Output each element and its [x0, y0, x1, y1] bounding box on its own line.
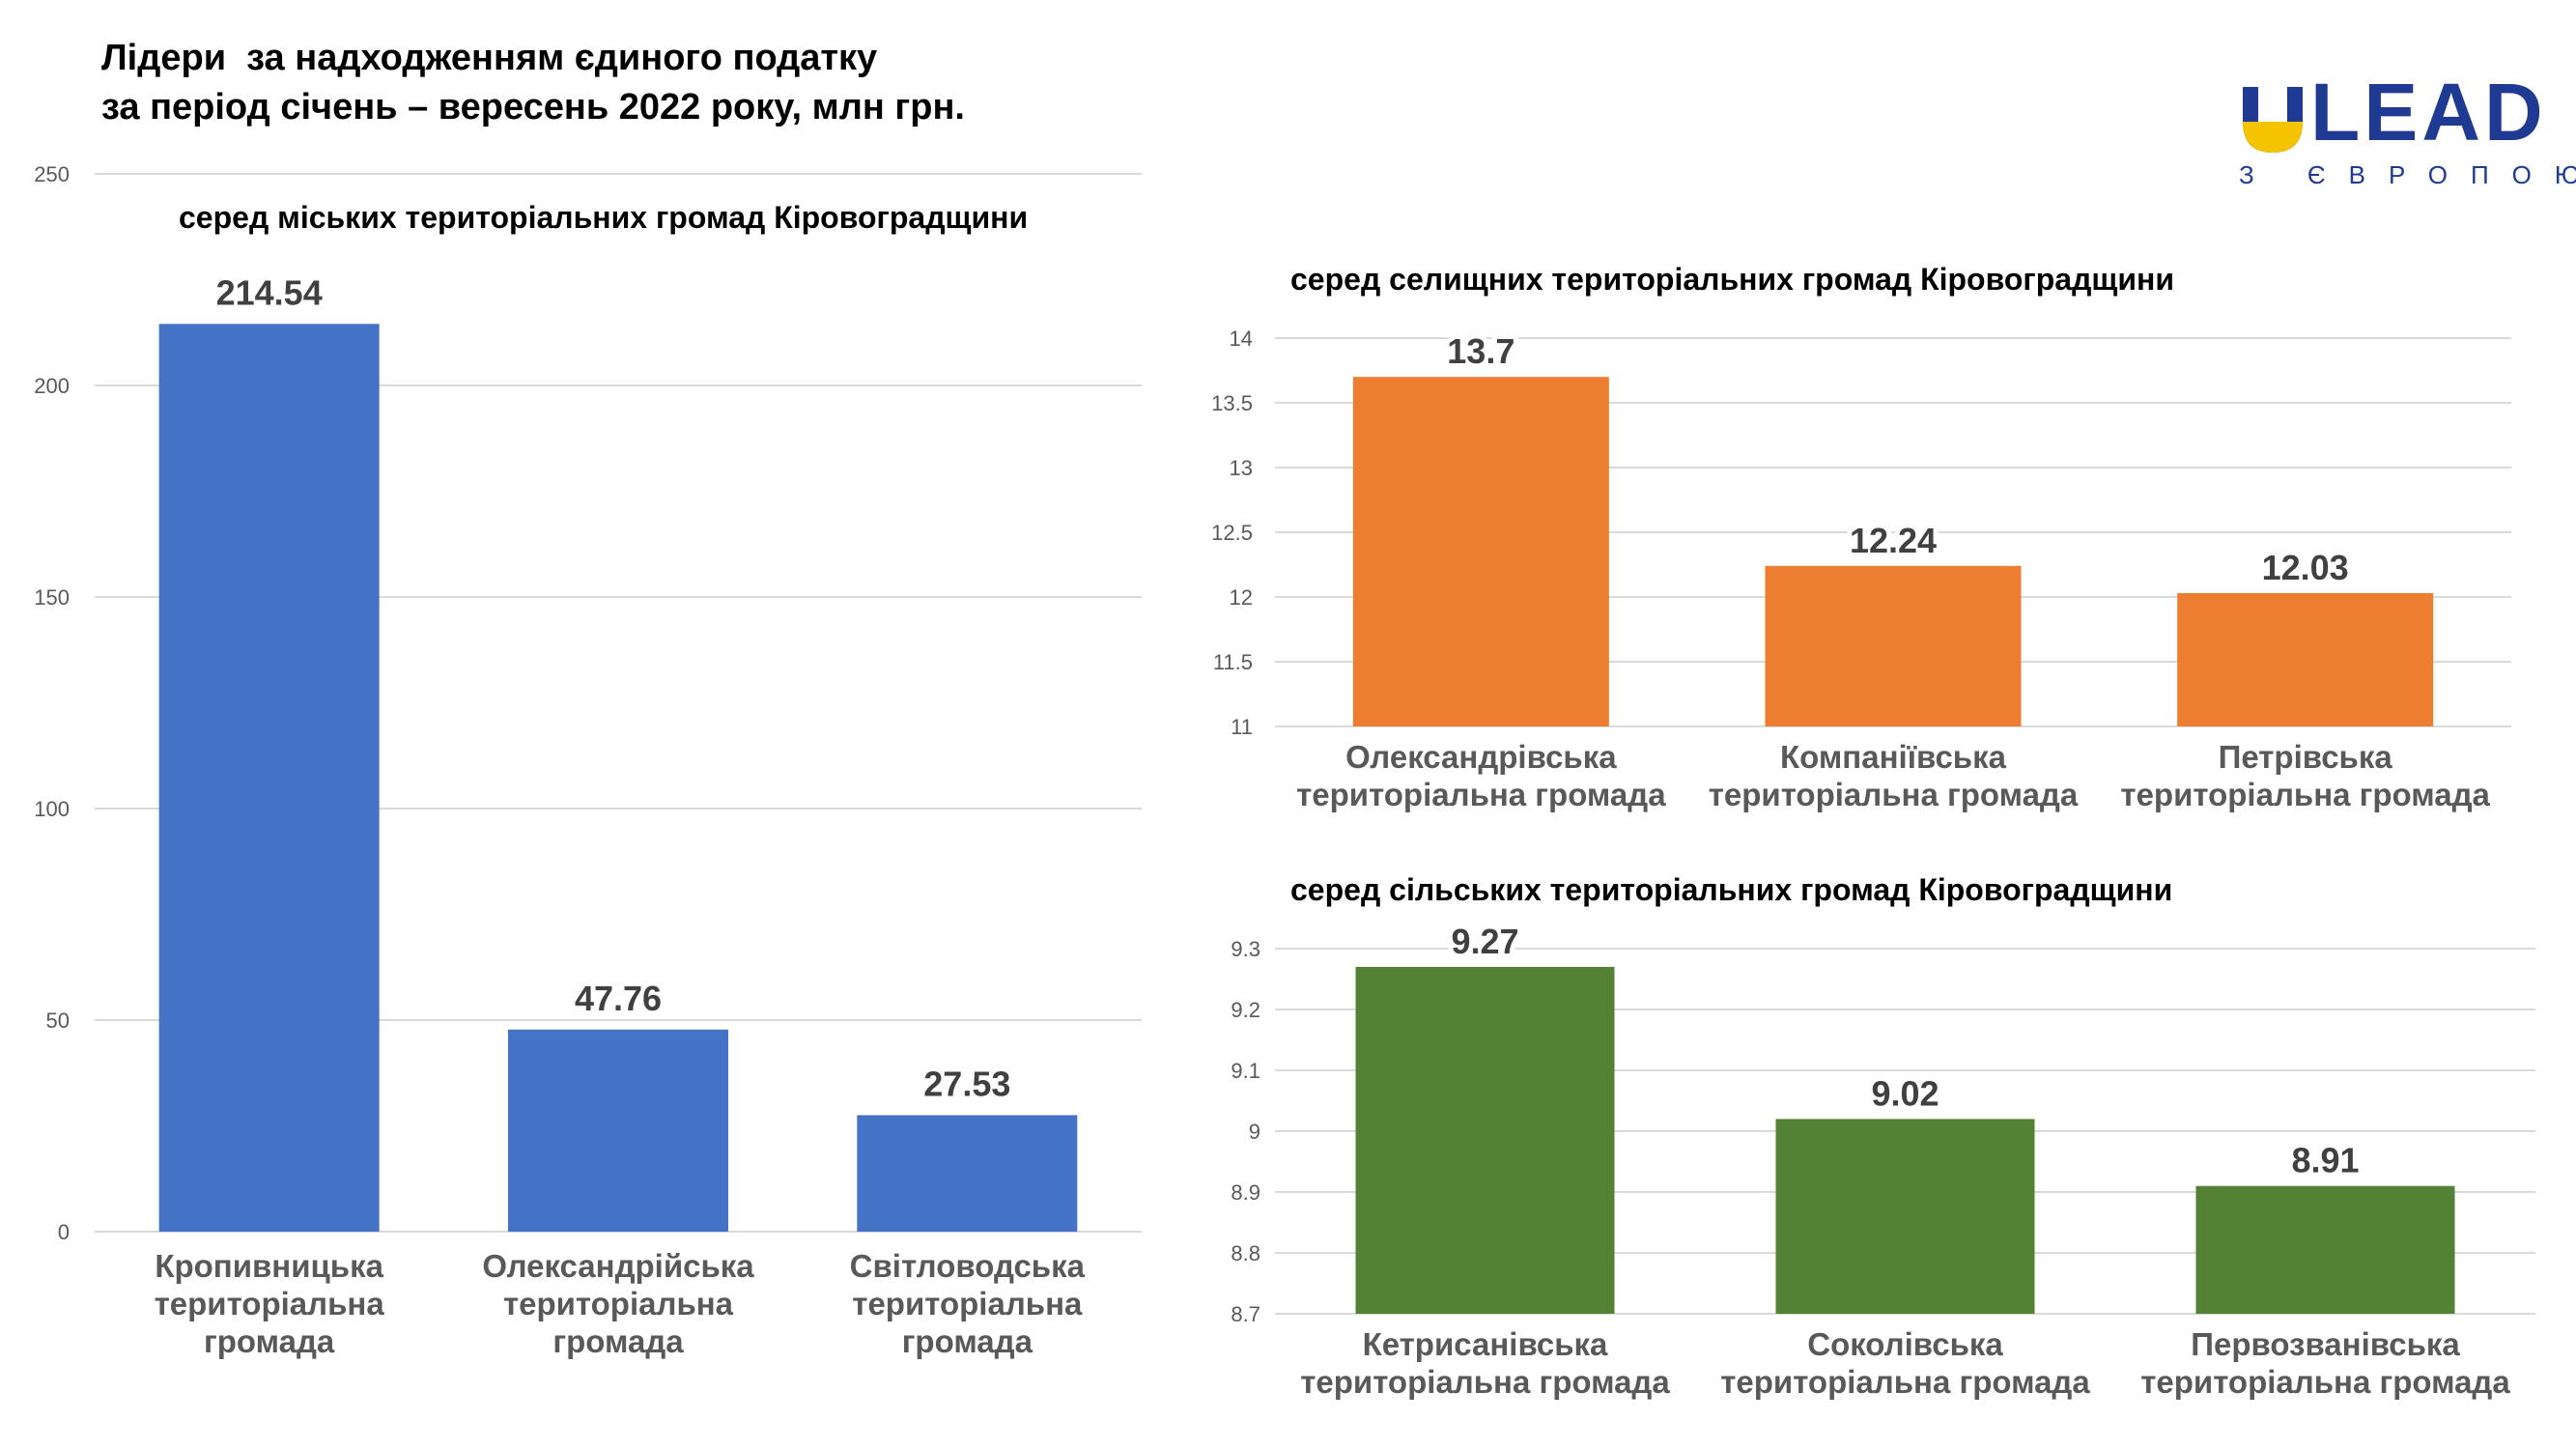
category-label: територіальна [503, 1286, 734, 1321]
logo-text: LEAD [2310, 67, 2547, 157]
y-tick-label: 50 [46, 1009, 70, 1033]
category-label: Кетрисанівська [1363, 1326, 1608, 1362]
bar [1765, 565, 2022, 726]
category-label: Компаніївська [1780, 739, 2007, 775]
category-label: Олександрівська [1345, 739, 1617, 775]
category-label: територіальна громада [1300, 1364, 1670, 1400]
y-tick-label: 9.1 [1231, 1059, 1260, 1083]
y-tick-label: 150 [34, 585, 70, 610]
y-tick-label: 9 [1249, 1120, 1260, 1144]
y-tick-label: 12.5 [1211, 521, 1253, 545]
logo-tagline: З ЄВРОПОЮ [2239, 160, 2576, 189]
category-label: Кропивницька [155, 1248, 383, 1284]
y-tick-label: 9.2 [1231, 998, 1260, 1022]
category-label: Соколівська [1807, 1326, 2003, 1362]
ulead-logo: LEAD З ЄВРОПОЮ [2239, 67, 2576, 193]
data-label: 13.7 [1447, 331, 1514, 371]
data-label: 12.03 [2262, 548, 2349, 587]
y-tick-label: 200 [34, 374, 70, 398]
y-tick-label: 14 [1230, 327, 1253, 351]
category-label: територіальна громада [1709, 777, 2079, 812]
bar [1352, 377, 1609, 726]
title-line-2: за період січень – вересень 2022 року, м… [101, 87, 965, 128]
category-label: Олександрійська [482, 1248, 754, 1284]
y-tick-label: 13 [1230, 456, 1253, 480]
data-label: 8.91 [2291, 1141, 2359, 1180]
y-tick-label: 11.5 [1213, 650, 1253, 674]
category-label: громада [552, 1323, 684, 1359]
y-tick-label: 8.7 [1231, 1302, 1260, 1326]
chart-1-title: серед міських територіальних громад Кіро… [179, 200, 1028, 235]
category-label: Первозванівська [2191, 1326, 2460, 1362]
bar [2177, 592, 2434, 726]
category-label: Світловодська [850, 1248, 1086, 1284]
category-label: територіальна громада [2140, 1364, 2510, 1400]
y-tick-label: 250 [34, 162, 70, 186]
bar [857, 1115, 1078, 1232]
data-label: 9.27 [1451, 922, 1518, 961]
y-tick-label: 100 [34, 797, 70, 821]
data-label: 47.76 [575, 979, 662, 1018]
category-label: Петрівська [2219, 739, 2393, 775]
category-label: територіальна громада [1296, 777, 1666, 812]
category-label: громада [902, 1323, 1033, 1359]
y-tick-label: 9.3 [1231, 937, 1260, 961]
y-tick-label: 8.8 [1231, 1241, 1260, 1265]
bar [1775, 1119, 2035, 1314]
y-tick-label: 11 [1231, 715, 1253, 739]
category-label: територіальна [155, 1286, 385, 1321]
ulead-u-icon [2243, 87, 2303, 153]
bar [2195, 1185, 2455, 1314]
category-label: територіальна громада [1720, 1364, 2090, 1400]
category-label: територіальна громада [2120, 777, 2490, 812]
title-line-1: Лідери за надходженням єдиного податку [101, 38, 878, 78]
chart-2-title: серед селищних територіальних громад Кір… [1290, 262, 2174, 297]
category-label: територіальна [852, 1286, 1083, 1321]
bar [1355, 966, 1615, 1314]
bar [508, 1029, 728, 1232]
data-label: 27.53 [923, 1064, 1010, 1103]
chart-3-title: серед сільських територіальних громад Кі… [1290, 872, 2172, 907]
bar [158, 324, 380, 1232]
data-label: 9.02 [1871, 1073, 1939, 1113]
y-tick-label: 8.9 [1231, 1180, 1260, 1205]
y-tick-label: 13.5 [1211, 391, 1253, 415]
y-tick-label: 0 [58, 1220, 70, 1244]
y-tick-label: 12 [1230, 585, 1253, 610]
data-label: 214.54 [216, 272, 323, 312]
data-label: 12.24 [1850, 521, 1937, 560]
page-title: Лідери за надходженням єдиного податку з… [101, 34, 965, 132]
category-label: громада [204, 1323, 335, 1359]
